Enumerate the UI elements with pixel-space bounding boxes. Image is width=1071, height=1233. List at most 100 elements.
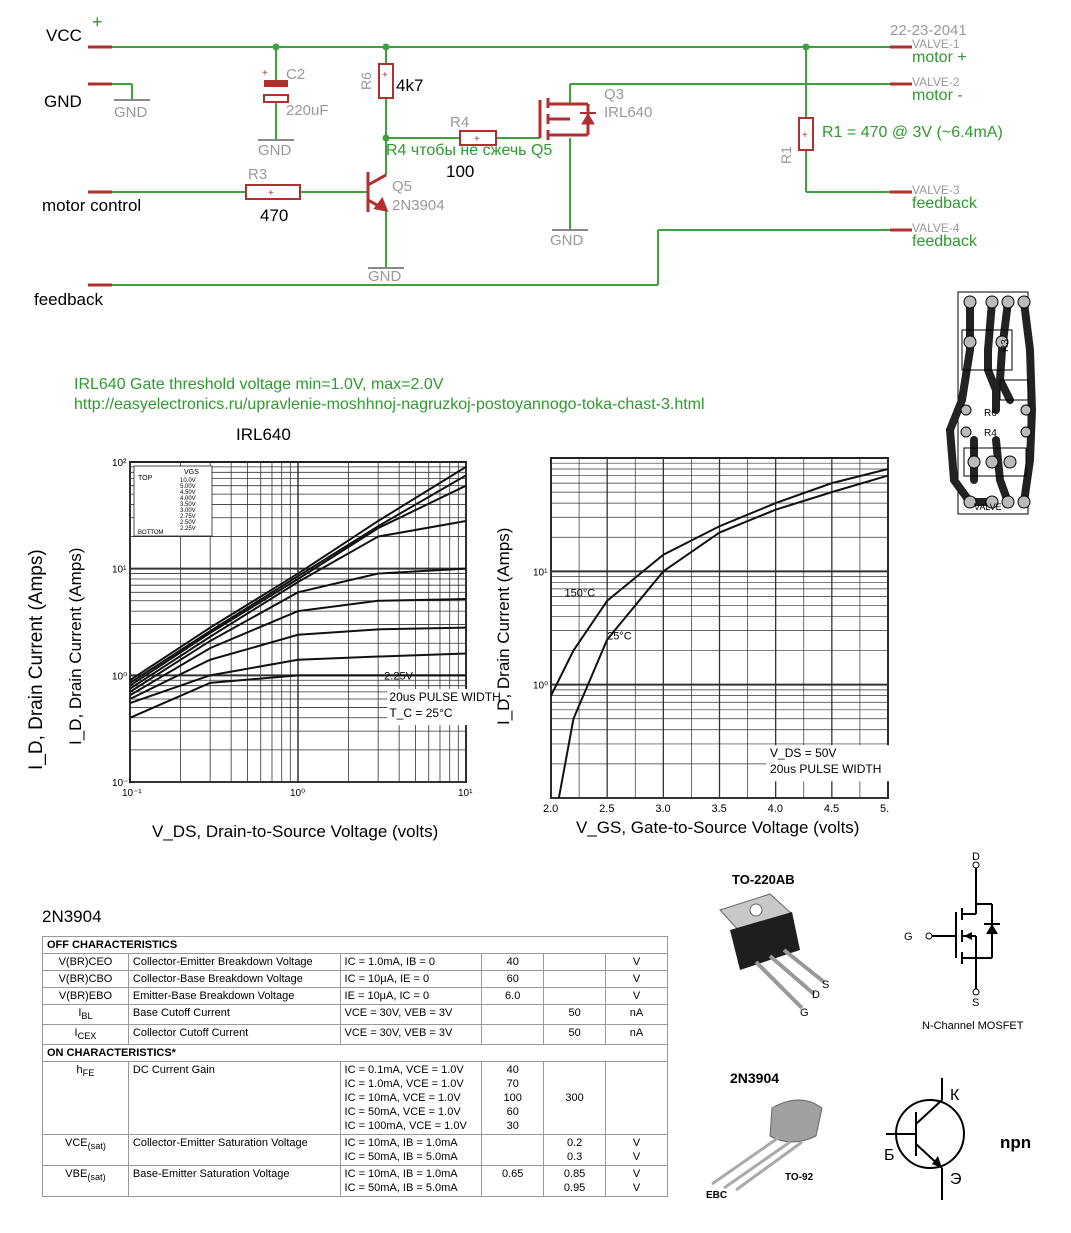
output-ylabel-inner: I_D, Drain Current (Amps) bbox=[66, 547, 85, 745]
pcb-label-valve: VALVE bbox=[974, 502, 1002, 512]
table-row: VCE(sat) Collector-Emitter Saturation Vol… bbox=[42, 1134, 668, 1167]
output-series-10.0V bbox=[129, 466, 467, 682]
cell-symbol: V(BR)EBO bbox=[42, 987, 129, 1005]
cell-max: 50 bbox=[543, 1024, 607, 1046]
cell-max bbox=[543, 987, 607, 1005]
cell-unit: nA bbox=[605, 1003, 668, 1026]
output-xtick: 10¹ bbox=[458, 788, 473, 799]
cell-min bbox=[481, 1024, 545, 1046]
output-xlabel: V_DS, Drain-to-Source Voltage (volts) bbox=[152, 822, 439, 841]
net-feedback: feedback bbox=[34, 290, 103, 309]
reference-link[interactable]: http://easyelectronics.ru/upravlenie-mos… bbox=[74, 396, 705, 413]
r4-note: R4 чтобы не сжечь Q5 bbox=[386, 142, 553, 159]
vcc-plus: + bbox=[92, 12, 103, 32]
gnd-label: GND bbox=[114, 104, 148, 121]
to92-package-image: EBC bbox=[706, 1099, 823, 1201]
svg-text:+: + bbox=[268, 188, 274, 199]
svg-text:+: + bbox=[802, 130, 808, 141]
cell-conditions: IC = 10mA, IB = 1.0mA IC = 50mA, IB = 5.0… bbox=[339, 1165, 483, 1198]
cell-min: 40 bbox=[481, 953, 545, 971]
to92-pins: EBC bbox=[706, 1190, 727, 1201]
to220-package-image: G D S bbox=[719, 893, 829, 1019]
r1-note: R1 = 470 @ 3V (~6.4mA) bbox=[822, 124, 1003, 141]
output-ytick: 10⁰ bbox=[112, 671, 127, 682]
c2-capacitor: + bbox=[262, 68, 289, 103]
net-motor-control: motor control bbox=[42, 196, 142, 215]
pcb-layout: R3 R6 R4 VALVE bbox=[945, 291, 1037, 515]
transfer-note-2: 20us PULSE WIDTH bbox=[770, 762, 881, 776]
transfer-xtick: 4.5 bbox=[824, 803, 839, 815]
mosfet-symbol: D G S bbox=[904, 851, 1000, 1009]
output-legend-entry: 2.75V bbox=[180, 514, 196, 520]
output-legend-entry: 5.00V bbox=[180, 484, 196, 490]
mosfet-pin-g: G bbox=[904, 931, 913, 943]
cell-unit bbox=[605, 1061, 668, 1136]
date-label: 22-23-2041 bbox=[890, 22, 967, 39]
mosfet-pin-s: S bbox=[972, 997, 979, 1009]
schematic-junctions bbox=[272, 43, 810, 142]
gnd-label: GND bbox=[258, 142, 292, 159]
transfer-xtick: 2.5 bbox=[599, 803, 614, 815]
pcb-label-r6: R6 bbox=[984, 408, 997, 419]
transfer-note-bg bbox=[766, 745, 907, 782]
mosfet-pin-d: D bbox=[972, 851, 980, 863]
q3-name: Q3 bbox=[604, 86, 625, 103]
transfer-xtick: 2.0 bbox=[543, 803, 558, 815]
connector-pin-1: VALVE-1 motor + bbox=[912, 37, 967, 66]
to92-title: 2N3904 bbox=[730, 1070, 780, 1086]
transfer-ytick: 10¹ bbox=[533, 567, 548, 578]
table-row: V(BR)EBO Emitter-Base Breakdown Voltage IE… bbox=[42, 987, 668, 1005]
q5-part: 2N3904 bbox=[392, 197, 445, 214]
q5-transistor bbox=[366, 172, 389, 213]
transfer-xtick: 3.0 bbox=[655, 803, 670, 815]
transfer-series-25°C bbox=[557, 474, 889, 799]
output-series-2.50V bbox=[129, 652, 467, 704]
cell-conditions: IC = 0.1mA, VCE = 1.0V IC = 1.0mA, VCE = … bbox=[339, 1061, 483, 1136]
table-row: hFE DC Current Gain IC = 0.1mA, VCE = 1.0V… bbox=[42, 1061, 668, 1136]
output-series-5.00V bbox=[129, 474, 467, 684]
output-series-2.75V bbox=[129, 626, 467, 700]
output-legend-box bbox=[133, 465, 213, 537]
output-note-1: 20us PULSE WIDTH bbox=[389, 690, 500, 704]
r1-resistor: + bbox=[798, 117, 814, 151]
transfer-ylabel: I_D, Drain Current (Amps) bbox=[494, 527, 513, 725]
cell-description: Base-Emitter Saturation Voltage bbox=[127, 1165, 341, 1198]
cell-conditions: VCE = 30V, VEB = 3V bbox=[339, 1024, 483, 1046]
output-legend-entry: 3.00V bbox=[180, 508, 196, 514]
output-curve-label: 2.25V bbox=[384, 670, 413, 682]
net-gnd: GND bbox=[44, 92, 82, 111]
transfer-xtick: 4.0 bbox=[768, 803, 783, 815]
bjt-pin-k: К bbox=[950, 1087, 960, 1104]
output-series-4.00V bbox=[129, 519, 467, 690]
r6-value: 4k7 bbox=[396, 76, 424, 95]
transfer-xlabel: V_GS, Gate-to-Source Voltage (volts) bbox=[576, 818, 860, 837]
cell-symbol: VCE(sat) bbox=[42, 1134, 129, 1167]
cell-conditions: IC = 10μA, IE = 0 bbox=[339, 970, 483, 988]
cell-conditions: IE = 10μA, IC = 0 bbox=[339, 987, 483, 1005]
transfer-note-1: V_DS = 50V bbox=[770, 746, 836, 760]
table-section-heading: OFF CHARACTERISTICS bbox=[42, 936, 668, 954]
r3-resistor: + bbox=[245, 184, 301, 200]
table-row: V(BR)CBO Collector-Base Breakdown Voltage… bbox=[42, 970, 668, 988]
q3-mosfet bbox=[538, 98, 596, 140]
pcb-label-r3: R3 bbox=[1000, 339, 1011, 352]
output-ytick: 10² bbox=[112, 458, 127, 469]
c2-value: 220uF bbox=[286, 102, 329, 119]
r4-name: R4 bbox=[450, 114, 470, 131]
cell-description: Collector-Emitter Saturation Voltage bbox=[127, 1134, 341, 1167]
r6-name: R6 bbox=[358, 72, 374, 90]
cell-max: 0.2 0.3 bbox=[543, 1134, 607, 1167]
transfer-characteristics-chart: 10¹ 10⁰ 2.0 2.5 3.0 3.5 4.0 4.5 5. 150°C 25°C V_DS … bbox=[533, 457, 907, 815]
schematic-wires bbox=[112, 46, 890, 286]
cell-conditions: IC = 10mA, IB = 1.0mA IC = 50mA, IB = 5.0… bbox=[339, 1134, 483, 1167]
table-row: ICEX Collector Cutoff Current VCE = 30V, V… bbox=[42, 1024, 668, 1046]
net-vcc: VCC bbox=[46, 26, 82, 45]
cell-symbol: V(BR)CBO bbox=[42, 970, 129, 988]
spec-table-wrap: OFF CHARACTERISTICS V(BR)CEO Collector-Emi… bbox=[42, 936, 668, 1198]
output-legend-bottom: BOTTOM bbox=[138, 530, 164, 536]
svg-text:+: + bbox=[474, 134, 480, 145]
r6-resistor: + bbox=[378, 63, 394, 99]
cell-description: DC Current Gain bbox=[127, 1061, 341, 1136]
svg-text:+: + bbox=[382, 70, 388, 81]
